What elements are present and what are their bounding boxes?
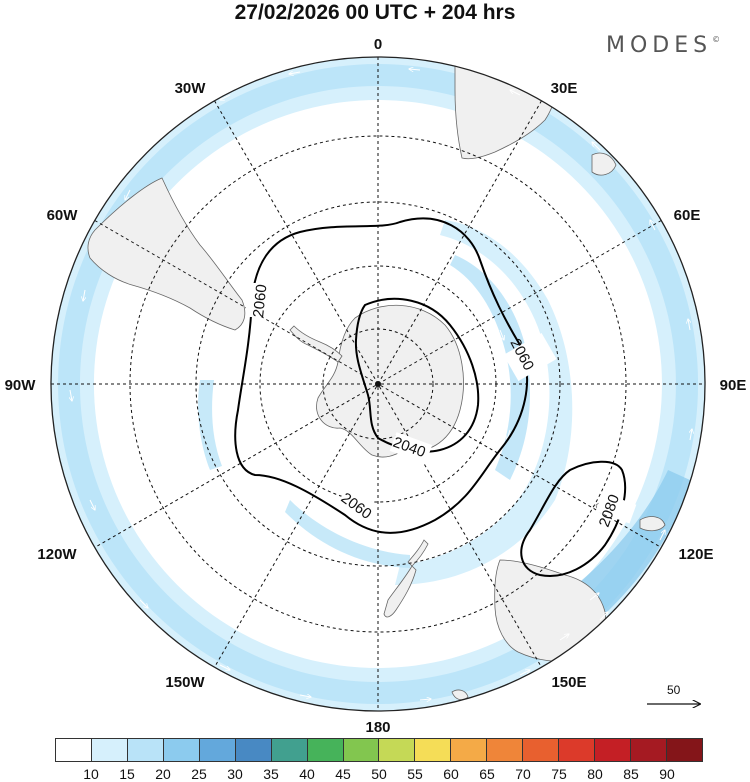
colorbar-ticks: 10 15 20 25 30 35 40 45 50 55 60 65 70 75 80 85 90 (55, 766, 703, 782)
wind-vector (519, 670, 530, 676)
lon-label-120e: 120E (678, 546, 713, 563)
colorbar-tick-label: 55 (407, 766, 423, 782)
wind-vector (70, 389, 72, 401)
south-america (87, 177, 246, 331)
wind-vector (559, 634, 569, 641)
colorbar-swatch (523, 739, 560, 761)
wind-streak-west (198, 380, 222, 470)
lon-label-60e: 60E (674, 207, 701, 224)
wind-vector (409, 69, 421, 70)
antarctic-peninsula (289, 325, 343, 363)
lon-label-180: 180 (365, 719, 390, 736)
wind-vector (499, 329, 504, 340)
colorbar-tick-label: 90 (659, 766, 675, 782)
lon-label-150w: 150W (165, 674, 205, 691)
wind-vectors (70, 69, 692, 700)
madagascar (591, 152, 617, 176)
contour-2060 (234, 217, 528, 534)
colorbar-tick-label: 20 (155, 766, 171, 782)
wind-vector (299, 695, 311, 697)
lon-label-0: 0 (374, 36, 382, 53)
new-zealand-south (383, 565, 417, 618)
tasmania (451, 689, 469, 701)
wind-vector (510, 90, 521, 96)
colorbar-tick-label: 60 (443, 766, 459, 782)
wind-vector (650, 220, 656, 231)
map-title: 27/02/2026 00 UTC + 204 hrs (234, 1, 516, 24)
wind-vector (589, 593, 599, 601)
lon-label-60w: 60W (47, 207, 79, 224)
landmasses (87, 59, 666, 701)
colorbar-swatch (595, 739, 631, 761)
colorbar-swatch (163, 739, 200, 761)
wind-vector (289, 72, 301, 74)
lon-label-120w: 120W (37, 546, 77, 563)
colorbar-tick-label: 10 (83, 766, 99, 782)
colorbar-swatch (487, 739, 524, 761)
lon-label-90e: 90E (720, 377, 747, 394)
colorbar-swatch (235, 739, 272, 761)
colorbar-swatch (666, 739, 702, 761)
colorbar-swatch (379, 739, 416, 761)
colorbar-swatch (343, 739, 380, 761)
wind-vector (125, 189, 131, 200)
colorbar-tick-label: 25 (191, 766, 207, 782)
reference-vector-label: 50 (667, 683, 681, 697)
south-pole-marker (375, 381, 381, 387)
colorbar-tick-label: 80 (587, 766, 603, 782)
colorbar-tick-label: 70 (515, 766, 531, 782)
colorbar-tick-label: 30 (227, 766, 243, 782)
colorbar-tick-label: 40 (299, 766, 315, 782)
colorbar-swatch (199, 739, 236, 761)
antarctica (316, 304, 464, 458)
colorbar-swatch (307, 739, 344, 761)
wind-vector (592, 142, 601, 151)
wind-streak-south (285, 500, 410, 568)
colorbar-swatch (271, 739, 308, 761)
longitude-labels: 0 30E 60E 90E 120E 150E 180 150W 120W 90… (5, 36, 747, 736)
colorbar-swatch (451, 739, 488, 761)
colorbar-swatch (56, 739, 92, 761)
lon-label-90w: 90W (5, 377, 37, 394)
brand-name: MODES (606, 33, 713, 58)
colorbar-swatch (631, 739, 667, 761)
colorbar-swatch (415, 739, 452, 761)
wind-streak-inner (450, 255, 530, 480)
islands-east (639, 516, 666, 532)
lon-label-150e: 150E (551, 674, 586, 691)
brand-logo: MODES© (606, 33, 720, 58)
lon-label-30e: 30E (551, 80, 578, 97)
reference-vector-arrow (647, 682, 704, 712)
contour-2080 (520, 460, 627, 577)
wind-vector (219, 664, 230, 670)
colorbar-swatch (559, 739, 596, 761)
colorbar-tick-label: 35 (263, 766, 279, 782)
colorbar-tick-label: 45 (335, 766, 351, 782)
wind-band-inner (395, 220, 573, 585)
wind-vector (659, 530, 665, 541)
wind-vector (83, 289, 85, 301)
colorbar-tick-label: 65 (479, 766, 495, 782)
polar-map: 2060 2060 2060 2040 2080 0 30E 60E 90E 1… (5, 36, 747, 736)
wind-vector (599, 612, 608, 621)
colorbar-tick-label: 75 (551, 766, 567, 782)
lon-label-30w: 30W (175, 80, 207, 97)
brand-mark: © (712, 35, 721, 44)
wind-speed-colorbar (55, 738, 703, 762)
colorbar-tick-label: 15 (119, 766, 135, 782)
map-border (50, 56, 706, 712)
wind-vector (89, 499, 95, 510)
colorbar-tick-label: 50 (371, 766, 387, 782)
wind-vector (419, 699, 431, 700)
wind-vector (220, 94, 231, 100)
colorbar-swatch (127, 739, 164, 761)
colorbar-tick-label: 85 (623, 766, 639, 782)
contour-label: 2060 (250, 283, 270, 318)
wind-vector (688, 319, 690, 331)
wind-vector (690, 429, 692, 441)
wind-vector (139, 599, 148, 608)
colorbar-swatch (91, 739, 128, 761)
